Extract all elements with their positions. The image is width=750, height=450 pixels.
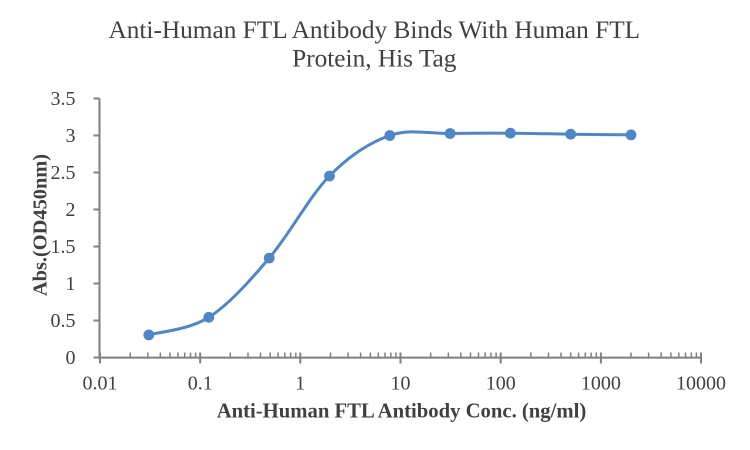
svg-text:1: 1 [66,273,76,295]
svg-text:Anti-Human FTL Antibody Conc.: Anti-Human FTL Antibody Conc. (ng/ml) [217,401,587,423]
svg-text:1000: 1000 [581,373,621,395]
svg-text:1.5: 1.5 [51,236,76,258]
svg-text:1: 1 [295,373,305,395]
svg-text:3.5: 3.5 [51,88,76,110]
svg-text:0.1: 0.1 [188,373,213,395]
svg-text:2.5: 2.5 [51,162,76,184]
svg-text:0.5: 0.5 [51,310,76,332]
svg-text:10: 10 [391,373,411,395]
svg-text:2: 2 [66,199,76,221]
svg-text:0.01: 0.01 [83,373,118,395]
svg-text:Protein, His Tag: Protein, His Tag [292,44,457,72]
svg-text:3: 3 [66,125,76,147]
svg-text:100: 100 [486,373,516,395]
svg-text:0: 0 [66,347,76,369]
svg-text:Abs.(OD450nm): Abs.(OD450nm) [30,154,52,296]
svg-text:10000: 10000 [676,373,726,395]
svg-text:Anti-Human FTL Antibody Binds: Anti-Human FTL Antibody Binds With Human… [108,16,640,44]
